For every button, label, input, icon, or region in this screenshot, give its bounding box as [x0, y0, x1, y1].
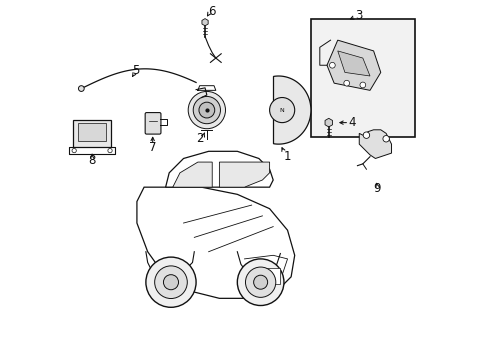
Circle shape [72, 148, 76, 153]
Circle shape [382, 135, 388, 142]
Circle shape [343, 80, 349, 86]
Polygon shape [359, 130, 391, 158]
Bar [73, 120, 110, 147]
Polygon shape [273, 76, 310, 144]
Text: 2: 2 [196, 131, 203, 145]
Circle shape [163, 275, 178, 290]
Text: 4: 4 [347, 116, 355, 129]
Polygon shape [325, 118, 332, 127]
Polygon shape [137, 187, 294, 298]
Circle shape [78, 86, 84, 91]
Text: 6: 6 [208, 5, 216, 18]
Circle shape [145, 257, 196, 307]
Bar [78, 123, 105, 141]
Text: 9: 9 [373, 183, 380, 195]
Text: 3: 3 [355, 9, 362, 22]
Text: N: N [279, 108, 284, 113]
Circle shape [363, 132, 369, 138]
Text: 5: 5 [132, 64, 139, 77]
Circle shape [154, 266, 187, 298]
FancyBboxPatch shape [145, 113, 161, 134]
Circle shape [329, 62, 335, 68]
Circle shape [108, 148, 112, 153]
Polygon shape [219, 162, 269, 187]
Text: 7: 7 [149, 141, 156, 154]
Polygon shape [172, 162, 212, 187]
Circle shape [359, 82, 365, 88]
Polygon shape [326, 40, 380, 90]
Circle shape [269, 98, 294, 123]
Polygon shape [165, 151, 273, 187]
Text: 1: 1 [283, 150, 291, 163]
Polygon shape [202, 19, 208, 26]
Circle shape [188, 91, 225, 129]
Polygon shape [337, 51, 369, 76]
Text: 8: 8 [88, 154, 96, 167]
Bar [255, 268, 280, 284]
Circle shape [193, 96, 220, 124]
Circle shape [245, 267, 275, 297]
Circle shape [237, 259, 284, 306]
Bar [310, 19, 414, 137]
Circle shape [253, 275, 267, 289]
Circle shape [199, 102, 214, 118]
